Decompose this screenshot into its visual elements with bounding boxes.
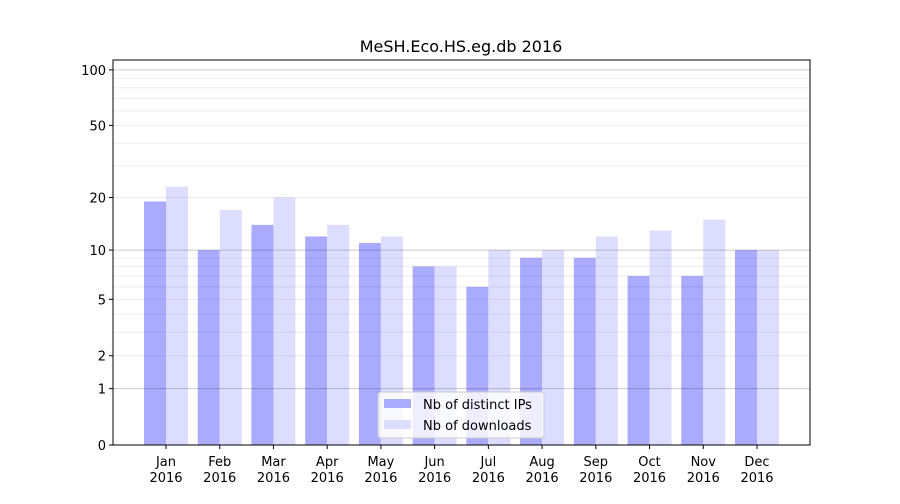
bar-downloads bbox=[542, 250, 565, 445]
bar-downloads bbox=[595, 236, 618, 445]
bar-distinct-ips bbox=[358, 243, 381, 445]
x-tick-label: Jun bbox=[423, 455, 444, 470]
plot-frame bbox=[112, 59, 811, 446]
bar-downloads bbox=[703, 219, 726, 445]
y-tick-label: 100 bbox=[81, 64, 106, 79]
x-tick-label: Jan bbox=[155, 455, 176, 470]
x-tick-label: 2016 bbox=[149, 471, 182, 486]
bar-downloads bbox=[327, 224, 350, 445]
x-tick-label: 2016 bbox=[526, 471, 559, 486]
x-tick-label: 2016 bbox=[472, 471, 505, 486]
x-tick-label: Aug bbox=[529, 455, 554, 470]
x-tick-label: Mar bbox=[261, 455, 286, 470]
legend: Nb of distinct IPs Nb of downloads bbox=[377, 391, 545, 439]
x-tick-label: May bbox=[367, 455, 394, 470]
legend-label: Nb of downloads bbox=[423, 419, 532, 434]
bar-distinct-ips bbox=[681, 275, 704, 445]
legend-box bbox=[377, 391, 545, 439]
x-tick-label: 2016 bbox=[418, 471, 451, 486]
y-tick-label: 50 bbox=[89, 119, 106, 134]
legend-swatch bbox=[384, 399, 411, 408]
bar-distinct-ips bbox=[251, 224, 274, 445]
x-tick-label: 2016 bbox=[687, 471, 720, 486]
x-tick-label: 2016 bbox=[740, 471, 773, 486]
x-tick-label: Dec bbox=[744, 455, 769, 470]
bar-downloads bbox=[219, 210, 242, 445]
y-tick-label: 10 bbox=[89, 244, 106, 259]
bar-downloads bbox=[649, 230, 672, 445]
bar-distinct-ips bbox=[573, 257, 596, 445]
legend-swatch bbox=[384, 420, 411, 429]
x-tick-label: 2016 bbox=[633, 471, 666, 486]
bar-distinct-ips bbox=[144, 201, 166, 445]
x-tick-label: Sep bbox=[584, 455, 609, 470]
x-tick-label: Feb bbox=[208, 455, 231, 470]
bar-downloads bbox=[757, 250, 779, 445]
y-tick-label: 2 bbox=[98, 350, 106, 365]
bar-distinct-ips bbox=[735, 250, 757, 445]
x-tick-label: Jul bbox=[480, 455, 497, 470]
x-tick-label: 2016 bbox=[579, 471, 612, 486]
y-tick-label: 1 bbox=[98, 383, 106, 398]
y-tick-label: 20 bbox=[89, 192, 106, 207]
x-tick-label: 2016 bbox=[364, 471, 397, 486]
chart-title: MeSH.Eco.HS.eg.db 2016 bbox=[360, 37, 563, 56]
bar-distinct-ips bbox=[627, 275, 650, 445]
bar-downloads bbox=[166, 186, 188, 446]
y-tick-label: 5 bbox=[98, 293, 106, 308]
legend-label: Nb of distinct IPs bbox=[423, 398, 532, 413]
x-tick-label: 2016 bbox=[203, 471, 236, 486]
y-tick-label: 0 bbox=[98, 439, 106, 454]
x-tick-label: 2016 bbox=[257, 471, 290, 486]
x-tick-label: 2016 bbox=[311, 471, 344, 486]
x-tick-label: Nov bbox=[691, 455, 717, 470]
bar-distinct-ips bbox=[305, 236, 328, 445]
bar-distinct-ips bbox=[197, 250, 220, 445]
bar-downloads bbox=[273, 197, 296, 445]
x-tick-label: Oct bbox=[638, 455, 660, 470]
x-tick-label: Apr bbox=[316, 455, 339, 470]
